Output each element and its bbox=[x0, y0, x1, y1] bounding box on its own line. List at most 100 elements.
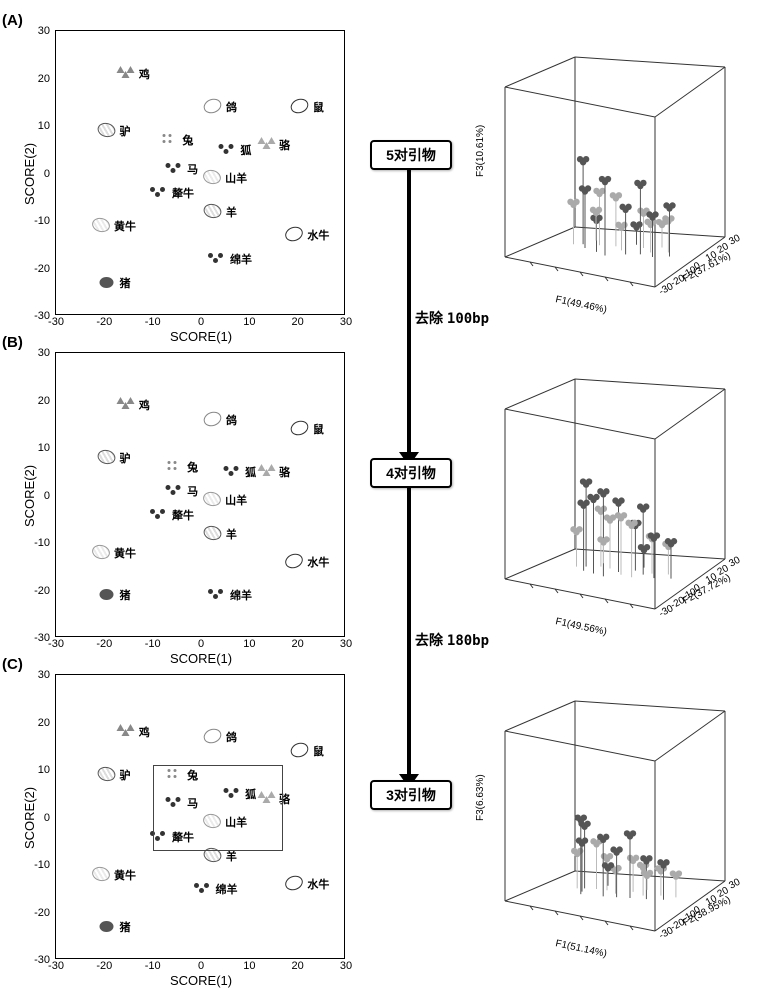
cluster-label: 猪 bbox=[120, 587, 131, 603]
cluster-label: 鸡 bbox=[139, 397, 150, 413]
cluster-label: 鼠 bbox=[313, 421, 324, 437]
y-tick: -10 bbox=[30, 537, 50, 549]
cluster-label: 驴 bbox=[120, 450, 131, 466]
scatter-cluster: 狐 bbox=[223, 464, 256, 480]
axis-3d-f1: F1(49.56%) bbox=[554, 616, 607, 638]
scatter-2d-plot: -30-20-100102030-30-20-100102030鸡鸽鼠驴兔狐骆马… bbox=[55, 30, 345, 315]
scatter-cluster: 马 bbox=[165, 483, 198, 499]
scatter-cluster: 猪 bbox=[98, 919, 131, 935]
scatter-cluster: 骆 bbox=[257, 137, 290, 153]
plot-3d: F1(49.46%)F2(37.61%)F3(10.61%)-30-20-100… bbox=[465, 27, 765, 317]
x-tick: 20 bbox=[288, 638, 308, 650]
y-tick: 10 bbox=[30, 442, 50, 454]
plot-3d-container: F1(49.46%)F2(37.61%)F3(10.61%)-30-20-100… bbox=[465, 27, 765, 317]
scatter-cluster: 鼠 bbox=[291, 99, 324, 115]
cluster-label: 兔 bbox=[182, 132, 193, 148]
x-tick: -10 bbox=[143, 638, 163, 650]
scatter-cluster: 鸽 bbox=[204, 729, 237, 745]
cluster-label: 鼠 bbox=[313, 99, 324, 115]
cluster-label: 狐 bbox=[240, 142, 251, 158]
scatter-cluster: 鸡 bbox=[117, 724, 150, 740]
plot-3d: F1(51.14%)F2(38.95%)F3(6.63%)-30-20-1001… bbox=[465, 671, 765, 961]
svg-text:30: 30 bbox=[727, 877, 742, 892]
y-tick: -20 bbox=[30, 263, 50, 275]
x-tick: -30 bbox=[46, 960, 66, 972]
y-axis-label: SCORE(2) bbox=[22, 142, 37, 204]
y-tick: 10 bbox=[30, 120, 50, 132]
scatter-cluster: 水牛 bbox=[285, 227, 329, 243]
x-tick: 10 bbox=[239, 960, 259, 972]
y-tick: 30 bbox=[30, 669, 50, 681]
cluster-label: 犛牛 bbox=[172, 507, 194, 523]
y-tick: -20 bbox=[30, 907, 50, 919]
cluster-label: 绵羊 bbox=[230, 587, 252, 603]
cluster-label: 骆 bbox=[279, 464, 290, 480]
scatter-cluster: 犛牛 bbox=[150, 507, 194, 523]
middle-column: 去除 100bp去除 180bp5对引物4对引物3对引物 bbox=[370, 0, 455, 960]
scatter-cluster: 鸽 bbox=[204, 99, 237, 115]
cluster-label: 鼠 bbox=[313, 743, 324, 759]
y-tick: -10 bbox=[30, 215, 50, 227]
y-tick: -10 bbox=[30, 859, 50, 871]
flow-arrow bbox=[407, 170, 411, 454]
cluster-label: 狐 bbox=[245, 464, 256, 480]
cluster-label: 鸡 bbox=[139, 724, 150, 740]
cluster-label: 马 bbox=[187, 483, 198, 499]
x-tick: 0 bbox=[191, 638, 211, 650]
x-tick: -20 bbox=[94, 638, 114, 650]
axis-3d-f3: F3(6.63%) bbox=[475, 774, 486, 821]
remove-step-label: 去除 180bp bbox=[415, 630, 489, 650]
scatter-cluster: 驴 bbox=[98, 767, 131, 783]
y-tick: -20 bbox=[30, 585, 50, 597]
primer-count-box: 4对引物 bbox=[370, 458, 452, 488]
cluster-label: 鸽 bbox=[226, 729, 237, 745]
x-tick: -20 bbox=[94, 960, 114, 972]
cluster-label: 猪 bbox=[120, 275, 131, 291]
scatter-cluster: 狐 bbox=[218, 142, 251, 158]
x-tick: 30 bbox=[336, 316, 356, 328]
x-tick: 20 bbox=[288, 960, 308, 972]
svg-text:30: 30 bbox=[727, 555, 742, 570]
x-tick: 20 bbox=[288, 316, 308, 328]
cluster-label: 水牛 bbox=[307, 227, 329, 243]
cluster-label: 黄牛 bbox=[114, 545, 136, 561]
cluster-label: 羊 bbox=[226, 526, 237, 542]
scatter-cluster: 黄牛 bbox=[92, 545, 136, 561]
svg-text:30: 30 bbox=[727, 233, 742, 248]
y-axis-label: SCORE(2) bbox=[22, 786, 37, 848]
scatter-cluster: 山羊 bbox=[203, 170, 247, 186]
x-tick: -10 bbox=[143, 316, 163, 328]
x-tick: -20 bbox=[94, 316, 114, 328]
scatter-cluster: 山羊 bbox=[203, 492, 247, 508]
cluster-label: 绵羊 bbox=[230, 251, 252, 267]
x-tick: 0 bbox=[191, 960, 211, 972]
scatter-cluster: 鸽 bbox=[204, 412, 237, 428]
plot-3d-container: F1(51.14%)F2(38.95%)F3(6.63%)-30-20-1001… bbox=[465, 671, 765, 961]
scatter-cluster: 鼠 bbox=[291, 743, 324, 759]
x-tick: 30 bbox=[336, 638, 356, 650]
y-tick: 20 bbox=[30, 73, 50, 85]
scatter-cluster: 鸡 bbox=[117, 66, 150, 82]
scatter-cluster: 鼠 bbox=[291, 421, 324, 437]
primer-count-box: 3对引物 bbox=[370, 780, 452, 810]
zoom-box bbox=[153, 765, 284, 851]
scatter-2d-plot: -30-20-100102030-30-20-100102030鸡鸽鼠驴兔狐骆马… bbox=[55, 352, 345, 637]
x-tick: 0 bbox=[191, 316, 211, 328]
cluster-label: 绵羊 bbox=[216, 881, 238, 897]
x-tick: -30 bbox=[46, 638, 66, 650]
x-tick: 10 bbox=[239, 316, 259, 328]
scatter-cluster: 兔 bbox=[160, 132, 193, 148]
cluster-label: 山羊 bbox=[225, 492, 247, 508]
axis-3d-f3: F3(10.61%) bbox=[475, 125, 486, 177]
scatter-cluster: 羊 bbox=[204, 526, 237, 542]
cluster-label: 猪 bbox=[120, 919, 131, 935]
panel-label: (C) bbox=[2, 656, 23, 673]
cluster-label: 鸡 bbox=[139, 66, 150, 82]
scatter-cluster: 骆 bbox=[257, 464, 290, 480]
cluster-label: 水牛 bbox=[307, 876, 329, 892]
x-tick: 10 bbox=[239, 638, 259, 650]
scatter-cluster: 黄牛 bbox=[92, 867, 136, 883]
scatter-cluster: 驴 bbox=[98, 123, 131, 139]
scatter-cluster: 水牛 bbox=[285, 554, 329, 570]
cluster-label: 鸽 bbox=[226, 412, 237, 428]
